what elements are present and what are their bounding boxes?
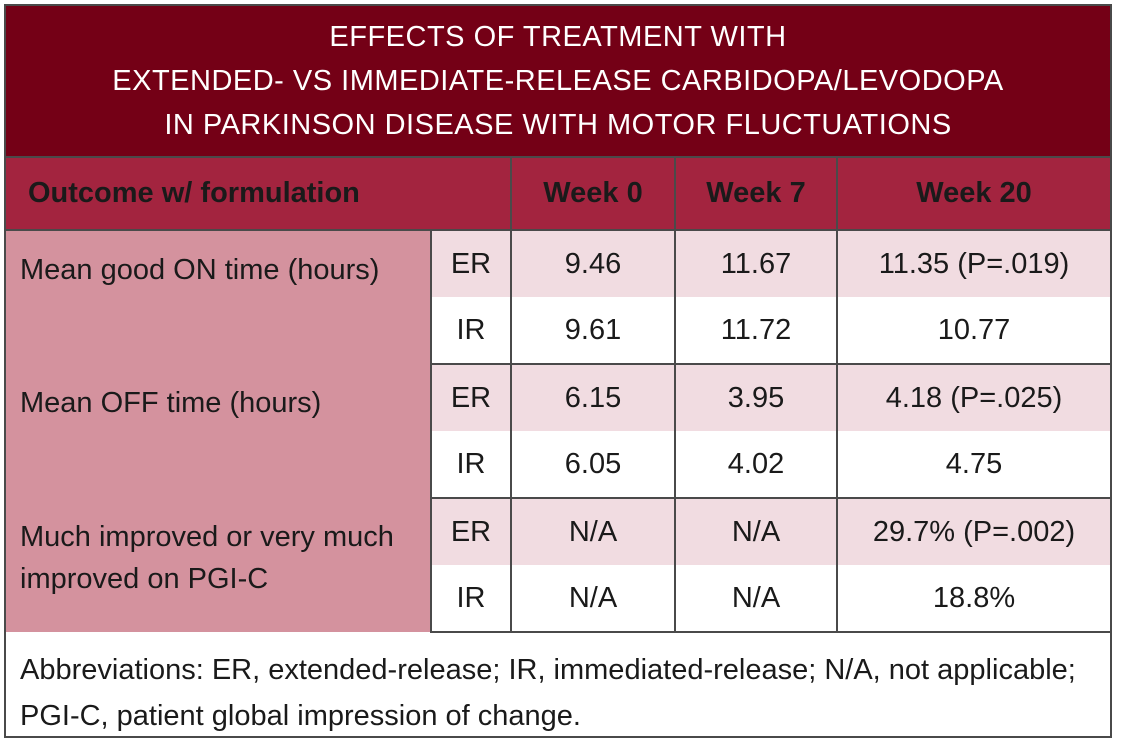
header-outcome: Outcome w/ formulation bbox=[6, 158, 512, 231]
outcome-label: Mean OFF time (hours) bbox=[6, 364, 432, 498]
cell-week-0: N/A bbox=[511, 498, 676, 565]
formulation-label: ER bbox=[431, 230, 512, 297]
cell-week-0: 6.05 bbox=[511, 431, 676, 499]
cell-week-20: 10.77 bbox=[837, 297, 1110, 365]
cell-week-7: 11.72 bbox=[675, 297, 838, 365]
formulation-label: ER bbox=[431, 498, 512, 565]
title-line-1: EFFECTS OF TREATMENT WITH bbox=[329, 21, 787, 53]
formulation-label: IR bbox=[431, 565, 512, 633]
cell-week-20: 29.7% (P=.002) bbox=[837, 498, 1110, 565]
outcome-label: Mean good ON time (hours) bbox=[6, 230, 432, 364]
title-line-3: IN PARKINSON DISEASE WITH MOTOR FLUCTUAT… bbox=[164, 109, 952, 141]
header-week-7: Week 7 bbox=[675, 158, 838, 231]
formulation-label: IR bbox=[431, 297, 512, 365]
cell-week-7: 4.02 bbox=[675, 431, 838, 499]
cell-week-0: 6.15 bbox=[511, 364, 676, 431]
table-row: Much improved or very much improved on P… bbox=[6, 498, 1110, 632]
table-row: IR 9.61 11.72 10.77 bbox=[6, 297, 1110, 365]
cell-week-20: 4.18 (P=.025) bbox=[837, 364, 1110, 431]
formulation-label: ER bbox=[431, 364, 512, 431]
cell-week-7: N/A bbox=[675, 565, 838, 633]
cell-week-7: 3.95 bbox=[675, 364, 838, 431]
header-week-20: Week 20 bbox=[837, 158, 1110, 231]
outcome-label: Much improved or very much improved on P… bbox=[6, 498, 432, 632]
table-row: Mean OFF time (hours) ER 6.15 3.95 4.18 … bbox=[6, 364, 1110, 498]
cell-week-20: 18.8% bbox=[837, 565, 1110, 633]
formulation-label: IR bbox=[431, 431, 512, 499]
table-row: IR 6.05 4.02 4.75 bbox=[6, 431, 1110, 499]
table-frame: EFFECTS OF TREATMENT WITH EXTENDED- VS I… bbox=[4, 4, 1112, 738]
abbreviations-footnote: Abbreviations: ER, extended-release; IR,… bbox=[20, 654, 1076, 732]
cell-week-0: 9.46 bbox=[511, 230, 676, 297]
table-title: EFFECTS OF TREATMENT WITH EXTENDED- VS I… bbox=[6, 6, 1110, 158]
cell-week-20: 11.35 (P=.019) bbox=[837, 230, 1110, 297]
table-row: Mean good ON time (hours) ER 9.46 11.67 … bbox=[6, 230, 1110, 364]
table-row: IR N/A N/A 18.8% bbox=[6, 565, 1110, 633]
cell-week-20: 4.75 bbox=[837, 431, 1110, 499]
cell-week-0: 9.61 bbox=[511, 297, 676, 365]
header-week-0: Week 0 bbox=[511, 158, 676, 231]
header-row: Outcome w/ formulation Week 0 Week 7 Wee… bbox=[6, 158, 1110, 231]
cell-week-7: 11.67 bbox=[675, 230, 838, 297]
results-table: Outcome w/ formulation Week 0 Week 7 Wee… bbox=[6, 158, 1110, 633]
cell-week-0: N/A bbox=[511, 565, 676, 633]
title-line-2: EXTENDED- VS IMMEDIATE-RELEASE CARBIDOPA… bbox=[112, 65, 1004, 97]
cell-week-7: N/A bbox=[675, 498, 838, 565]
